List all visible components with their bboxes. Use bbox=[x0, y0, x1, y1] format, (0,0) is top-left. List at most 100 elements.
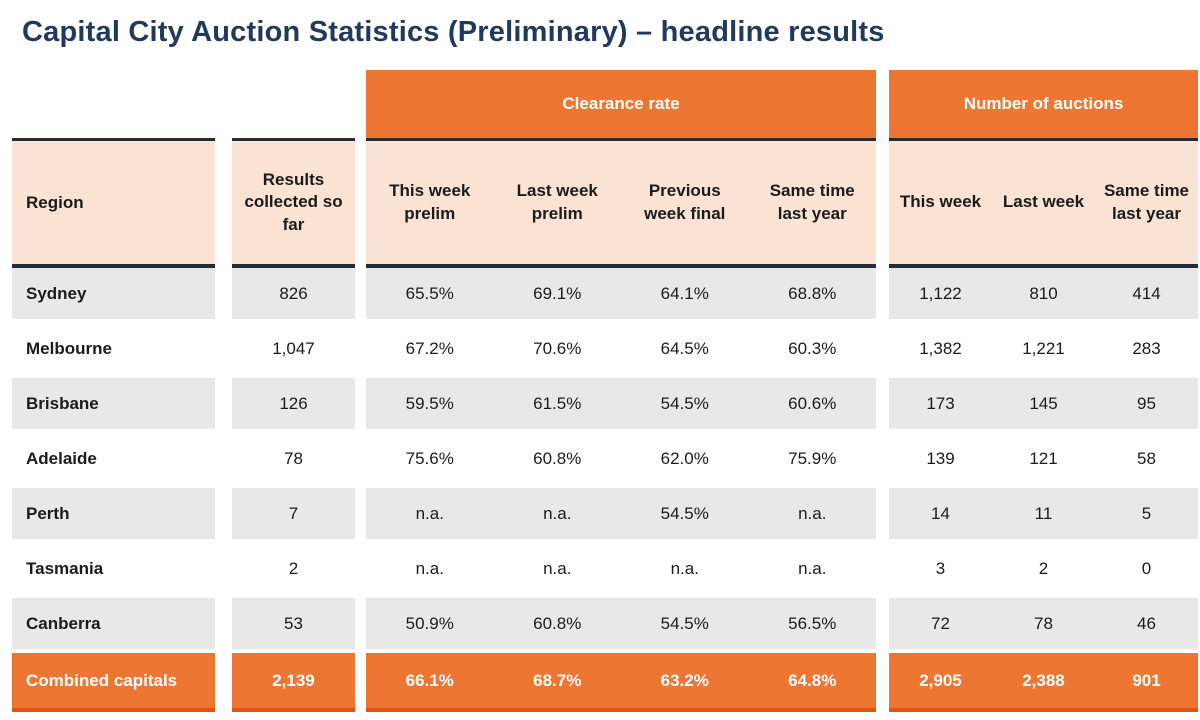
value-cell: 14 bbox=[931, 503, 950, 523]
region-cell: Brisbane bbox=[12, 378, 215, 433]
clearance-cells: n.a. n.a. 54.5% n.a. bbox=[366, 488, 876, 543]
clearance-cells: n.a. n.a. n.a. n.a. bbox=[366, 543, 876, 598]
value-cell: 69.1% bbox=[533, 283, 582, 303]
clearance-cells: 66.1% 68.7% 63.2% 64.8% bbox=[366, 653, 876, 712]
value-cell: 283 bbox=[1132, 338, 1161, 358]
value-cell: 5 bbox=[1141, 503, 1152, 523]
value-cell: 414 bbox=[1132, 283, 1161, 303]
column-header-this-week: This week bbox=[899, 192, 982, 212]
results-collected-cell: 1,047 bbox=[272, 338, 315, 358]
value-cell: 68.8% bbox=[788, 283, 837, 303]
value-cell: n.a. bbox=[798, 503, 827, 523]
value-cell: 173 bbox=[926, 393, 955, 413]
region-cell: Perth bbox=[12, 488, 215, 543]
value-cell: 54.5% bbox=[660, 503, 709, 523]
region-cell: Adelaide bbox=[26, 448, 97, 468]
clearance-cells: 50.9% 60.8% 54.5% 56.5% bbox=[366, 598, 876, 653]
table-row: Adelaide 78 75.6% 60.8% 62.0% 75.9% 139 … bbox=[12, 433, 1198, 488]
column-header-same-time-last-year: Same time last year bbox=[769, 181, 855, 223]
region-cell: Melbourne bbox=[26, 338, 112, 358]
value-cell: 121 bbox=[1029, 448, 1058, 468]
value-cell: 2,905 bbox=[919, 670, 962, 690]
value-cell: 58 bbox=[1137, 448, 1156, 468]
results-collected-cell: 2 bbox=[288, 558, 299, 578]
auctions-cells: 1,122 810 414 bbox=[889, 268, 1198, 323]
value-cell: 64.5% bbox=[660, 338, 709, 358]
results-collected-cell: 53 bbox=[232, 598, 355, 653]
value-cell: 78 bbox=[1034, 613, 1053, 633]
value-cell: 66.1% bbox=[405, 670, 454, 690]
results-collected-cell: 2,139 bbox=[232, 653, 355, 712]
table-row: Tasmania 2 n.a. n.a. n.a. n.a. 3 2 0 bbox=[12, 543, 1198, 598]
table-row-combined-capitals: Combined capitals 2,139 66.1% 68.7% 63.2… bbox=[12, 653, 1198, 712]
clearance-column-headers: This week prelim Last week prelim Previo… bbox=[366, 138, 876, 268]
table-row: Perth 7 n.a. n.a. 54.5% n.a. 14 11 5 bbox=[12, 488, 1198, 543]
value-cell: 64.8% bbox=[788, 670, 837, 690]
band-empty-results bbox=[232, 70, 355, 138]
results-collected-cell: 7 bbox=[232, 488, 355, 543]
column-header-this-week-prelim: This week prelim bbox=[389, 181, 471, 223]
column-header-last-week: Last week bbox=[1002, 192, 1085, 212]
value-cell: 3 bbox=[935, 558, 946, 578]
auctions-cells: 173 145 95 bbox=[889, 378, 1198, 433]
results-collected-cell: 78 bbox=[284, 448, 303, 468]
value-cell: 2,388 bbox=[1022, 670, 1065, 690]
value-cell: 72 bbox=[931, 613, 950, 633]
results-collected-cell: 826 bbox=[232, 268, 355, 323]
value-cell: 0 bbox=[1141, 558, 1152, 578]
group-header-clearance-rate: Clearance rate bbox=[366, 70, 876, 138]
auctions-cells: 3 2 0 bbox=[889, 543, 1198, 598]
value-cell: 139 bbox=[926, 448, 955, 468]
value-cell: 65.5% bbox=[405, 283, 454, 303]
auctions-cells: 2,905 2,388 901 bbox=[889, 653, 1198, 712]
table-row: Canberra 53 50.9% 60.8% 54.5% 56.5% 72 7… bbox=[12, 598, 1198, 653]
column-header-results-collected: Results collected so far bbox=[232, 138, 355, 268]
value-cell: 60.6% bbox=[788, 393, 837, 413]
table-row: Sydney 826 65.5% 69.1% 64.1% 68.8% 1,122… bbox=[12, 268, 1198, 323]
value-cell: 70.6% bbox=[533, 338, 582, 358]
value-cell: 60.8% bbox=[533, 448, 582, 468]
value-cell: 95 bbox=[1137, 393, 1156, 413]
auctions-cells: 139 121 58 bbox=[889, 433, 1198, 488]
region-cell: Combined capitals bbox=[12, 653, 215, 712]
value-cell: 63.2% bbox=[660, 670, 709, 690]
region-cell: Sydney bbox=[12, 268, 215, 323]
value-cell: 50.9% bbox=[405, 613, 454, 633]
value-cell: 67.2% bbox=[405, 338, 454, 358]
column-header-region: Region bbox=[12, 138, 215, 268]
value-cell: n.a. bbox=[415, 503, 444, 523]
results-collected-cell: 126 bbox=[232, 378, 355, 433]
auctions-cells: 1,382 1,221 283 bbox=[889, 323, 1198, 378]
value-cell: n.a. bbox=[670, 558, 699, 578]
value-cell: 54.5% bbox=[660, 393, 709, 413]
group-header-row: Clearance rate Number of auctions bbox=[12, 70, 1198, 138]
value-cell: 64.1% bbox=[660, 283, 709, 303]
value-cell: 75.9% bbox=[788, 448, 837, 468]
auction-statistics-table: Clearance rate Number of auctions Region… bbox=[12, 70, 1198, 712]
value-cell: 61.5% bbox=[533, 393, 582, 413]
clearance-cells: 59.5% 61.5% 54.5% 60.6% bbox=[366, 378, 876, 433]
clearance-cells: 67.2% 70.6% 64.5% 60.3% bbox=[366, 323, 876, 378]
value-cell: 46 bbox=[1137, 613, 1156, 633]
value-cell: 56.5% bbox=[788, 613, 837, 633]
value-cell: 62.0% bbox=[660, 448, 709, 468]
value-cell: 145 bbox=[1029, 393, 1058, 413]
auctions-cells: 72 78 46 bbox=[889, 598, 1198, 653]
value-cell: 60.3% bbox=[788, 338, 837, 358]
table-row: Brisbane 126 59.5% 61.5% 54.5% 60.6% 173… bbox=[12, 378, 1198, 433]
value-cell: 810 bbox=[1029, 283, 1058, 303]
band-empty-region bbox=[12, 70, 215, 138]
value-cell: 901 bbox=[1132, 670, 1161, 690]
table-row: Melbourne 1,047 67.2% 70.6% 64.5% 60.3% … bbox=[12, 323, 1198, 378]
value-cell: 1,122 bbox=[919, 283, 962, 303]
value-cell: 68.7% bbox=[533, 670, 582, 690]
value-cell: 1,382 bbox=[919, 338, 962, 358]
region-cell: Canberra bbox=[12, 598, 215, 653]
table-body: Sydney 826 65.5% 69.1% 64.1% 68.8% 1,122… bbox=[12, 268, 1198, 712]
value-cell: n.a. bbox=[543, 558, 572, 578]
auctions-column-headers: This week Last week Same time last year bbox=[889, 138, 1198, 268]
value-cell: n.a. bbox=[543, 503, 572, 523]
column-header-row: Region Results collected so far This wee… bbox=[12, 138, 1198, 268]
column-header-same-time-last-year-auctions: Same time last year bbox=[1103, 181, 1190, 223]
